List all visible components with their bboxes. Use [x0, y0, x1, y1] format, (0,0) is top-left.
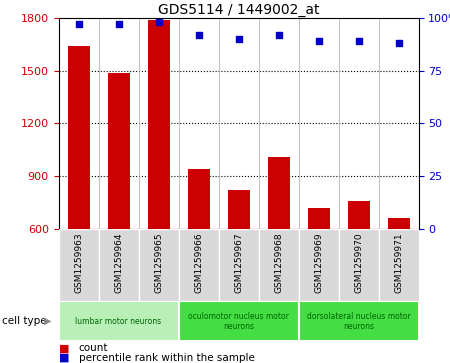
Bar [58, 301, 179, 341]
Text: dorsolateral nucleus motor
neurons: dorsolateral nucleus motor neurons [306, 311, 410, 331]
Bar [347, 201, 369, 229]
Point [315, 38, 322, 44]
Bar [68, 46, 90, 229]
Bar [267, 157, 289, 229]
Bar [258, 229, 298, 301]
Point [155, 20, 162, 25]
Text: cell type: cell type [2, 316, 47, 326]
Bar [179, 301, 298, 341]
Point [235, 36, 242, 42]
Title: GDS5114 / 1449002_at: GDS5114 / 1449002_at [158, 3, 319, 17]
Bar [58, 229, 99, 301]
Text: oculomotor nucleus motor
neurons: oculomotor nucleus motor neurons [188, 311, 289, 331]
Text: lumbar motor neurons: lumbar motor neurons [76, 317, 162, 326]
Point [195, 32, 202, 38]
Bar [139, 229, 179, 301]
Bar [298, 229, 338, 301]
Text: GSM1259970: GSM1259970 [354, 232, 363, 293]
Bar [188, 169, 210, 229]
Text: GSM1259967: GSM1259967 [234, 232, 243, 293]
Text: GSM1259966: GSM1259966 [194, 232, 203, 293]
Bar [219, 229, 258, 301]
Text: ■: ■ [58, 352, 69, 363]
Bar [179, 229, 219, 301]
Text: percentile rank within the sample: percentile rank within the sample [79, 352, 255, 363]
Bar [298, 301, 418, 341]
Text: GSM1259963: GSM1259963 [74, 232, 83, 293]
Point [115, 21, 122, 27]
Point [395, 41, 402, 46]
Text: GSM1259964: GSM1259964 [114, 232, 123, 293]
Point [275, 32, 282, 38]
Bar [307, 208, 329, 229]
Text: GSM1259968: GSM1259968 [274, 232, 283, 293]
Bar [228, 190, 249, 229]
Point [75, 21, 82, 27]
Text: GSM1259965: GSM1259965 [154, 232, 163, 293]
Bar [99, 229, 139, 301]
Bar [378, 229, 418, 301]
Text: GSM1259971: GSM1259971 [394, 232, 403, 293]
Point [355, 38, 362, 44]
Text: ■: ■ [58, 343, 69, 354]
Text: count: count [79, 343, 108, 354]
Bar [148, 20, 170, 229]
Text: GSM1259969: GSM1259969 [314, 232, 323, 293]
Text: ▶: ▶ [44, 316, 52, 326]
Bar [338, 229, 378, 301]
Bar [387, 218, 410, 229]
Bar [108, 73, 130, 229]
